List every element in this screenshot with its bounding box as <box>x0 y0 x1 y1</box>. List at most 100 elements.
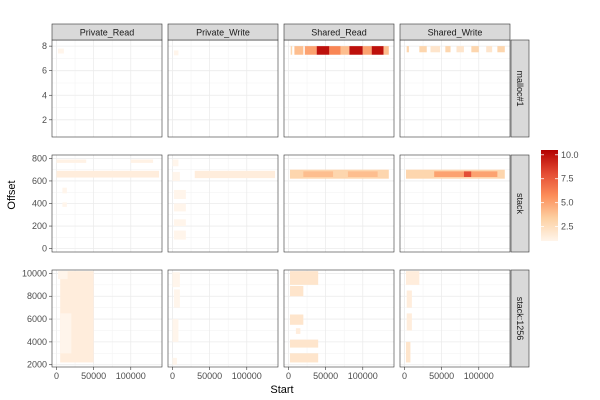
x-axis-title: Start <box>270 384 293 396</box>
facet-strip-label: Private_Read <box>80 28 135 38</box>
heatmap-cell <box>295 328 301 334</box>
x-tick-label: 0 <box>402 371 407 381</box>
heatmap-cell <box>471 171 498 177</box>
heatmap-cell <box>173 289 180 308</box>
heatmap-cell <box>62 202 67 207</box>
x-tick-label: 0 <box>54 371 59 381</box>
x-tick-label: 100000 <box>116 371 146 381</box>
heatmap-cell <box>57 271 68 280</box>
facet-strip-background <box>510 269 530 368</box>
legend-tick-label: 5.0 <box>561 198 574 208</box>
heatmap-cell <box>130 159 154 163</box>
heatmap-cell <box>60 313 72 354</box>
legend-tick-label: 2.5 <box>561 222 574 232</box>
heatmap-cells <box>290 46 389 55</box>
facet-strip-label: malloc#1 <box>515 70 525 106</box>
y-tick-label: 2 <box>42 115 47 125</box>
panel-background <box>400 270 510 367</box>
panel-private_read-malloc-1 <box>52 40 162 137</box>
y-tick-label: 2000 <box>27 360 47 370</box>
heatmap-cell <box>172 272 180 288</box>
legend-tick-label: 7.5 <box>561 174 574 184</box>
x-tick-label: 50000 <box>81 371 106 381</box>
heatmap-cell <box>340 46 350 55</box>
y-tick-label: 4000 <box>27 337 47 347</box>
panel-border <box>51 269 163 368</box>
heatmap-cell <box>304 46 317 55</box>
facet-strip-right: stack <box>510 154 530 253</box>
facet-strip-label: stack:1256 <box>515 297 525 341</box>
heatmap-cell <box>289 285 304 297</box>
facet-strip-top: Private_Read <box>51 23 163 41</box>
heatmap-cell <box>405 341 411 363</box>
facet-strip-label: stack <box>515 193 525 215</box>
panel-private_read-stack <box>52 155 162 252</box>
facet-strip-background <box>51 23 163 41</box>
heatmap-cell <box>371 46 384 55</box>
panel-shared_read-stack <box>284 155 394 252</box>
heatmap-cell <box>172 171 180 181</box>
heatmap-cells <box>406 46 505 53</box>
y-axis-title: Offset <box>6 180 18 209</box>
heatmap-cell <box>172 319 179 342</box>
x-tick-label: 100000 <box>464 371 494 381</box>
heatmap-cell <box>347 171 378 177</box>
heatmap-cell <box>173 189 186 199</box>
facet-strip-label: Shared_Write <box>428 28 483 38</box>
heatmap-cell <box>383 46 389 55</box>
heatmap-cell <box>362 46 372 55</box>
x-tick-label: 0 <box>170 371 175 381</box>
facet-strip-right: malloc#1 <box>510 39 530 138</box>
facet-strip-top: Shared_Read <box>283 23 395 41</box>
heatmap-cell <box>303 171 334 177</box>
heatmap-cell <box>289 271 319 285</box>
y-tick-label: 400 <box>32 199 47 209</box>
panel-border <box>399 269 511 368</box>
heatmap-cells <box>405 271 420 363</box>
heatmap-cells <box>405 169 505 179</box>
x-tick-label: 100000 <box>348 371 378 381</box>
heatmap-cell <box>445 46 451 53</box>
panel-border <box>283 154 395 253</box>
x-tick-label: 50000 <box>429 371 454 381</box>
heatmap-cell <box>471 46 479 53</box>
heatmap-cells <box>56 159 160 207</box>
y-tick-label: 600 <box>32 176 47 186</box>
y-tick-label: 6000 <box>27 314 47 324</box>
heatmap-cell <box>406 313 412 331</box>
panel-border <box>167 269 279 368</box>
heatmap-cell <box>406 290 412 308</box>
legend-colorbar <box>541 150 558 241</box>
facet-strip-background <box>399 23 511 41</box>
heatmap-cell <box>289 314 304 325</box>
y-tick-label: 8000 <box>27 291 47 301</box>
x-tick-label: 50000 <box>313 371 338 381</box>
panel-border <box>283 269 395 368</box>
panel-background <box>400 40 510 137</box>
heatmap-cell <box>172 159 179 167</box>
heatmap-cells <box>289 169 389 179</box>
x-tick-label: 100000 <box>232 371 262 381</box>
x-tick-label: 0 <box>286 371 291 381</box>
heatmap-cell <box>406 46 409 53</box>
heatmap-cells <box>289 271 319 363</box>
heatmap-cell <box>430 46 441 53</box>
heatmap-cell <box>294 46 304 55</box>
panel-shared_write-malloc-1 <box>400 40 510 137</box>
panel-border <box>399 154 511 253</box>
heatmap-cell <box>173 50 179 56</box>
heatmap-cell <box>316 46 330 55</box>
panel-border <box>167 154 279 253</box>
y-tick-label: 8 <box>42 41 47 51</box>
y-tick-label: 0 <box>42 244 47 254</box>
heatmap-cell <box>173 219 186 227</box>
y-tick-label: 10000 <box>22 268 47 278</box>
heatmap-cells <box>173 50 179 56</box>
heatmap-cell <box>56 159 87 163</box>
facet-strip-right: stack:1256 <box>510 269 530 368</box>
heatmap-cell <box>62 187 67 194</box>
panel-shared_write-stack-1256 <box>400 270 510 367</box>
heatmap-cells <box>172 272 180 365</box>
heatmap-cell <box>290 46 293 55</box>
